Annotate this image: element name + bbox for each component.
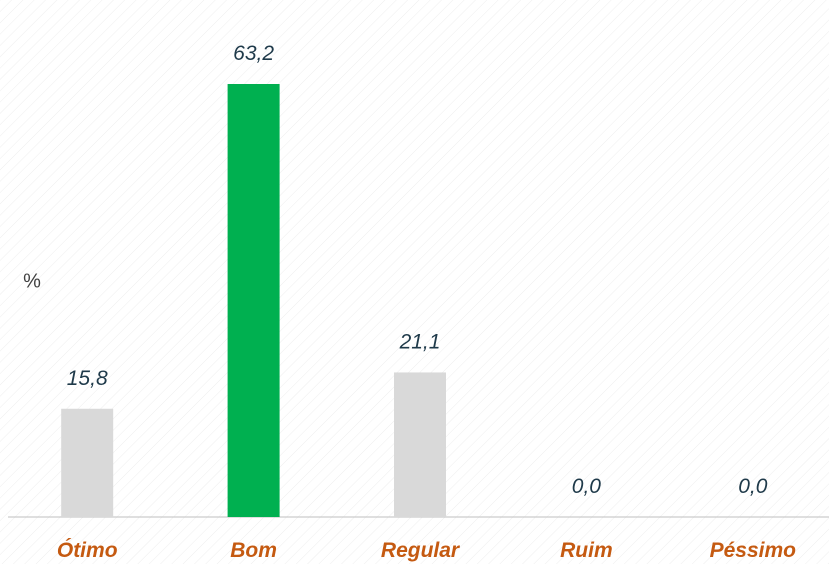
x-tick-label: Regular xyxy=(381,539,461,562)
value-label: 0,0 xyxy=(572,475,602,498)
bar xyxy=(227,84,280,517)
x-tick-label: Ótimo xyxy=(57,538,118,562)
bar xyxy=(61,408,114,517)
value-label: 63,2 xyxy=(233,42,274,65)
x-tick-label: Ruim xyxy=(560,539,613,562)
y-axis-label: % xyxy=(23,270,41,292)
x-tick-label: Péssimo xyxy=(710,539,797,562)
x-tick-label: Bom xyxy=(230,539,277,562)
bar xyxy=(394,372,446,517)
value-label: 0,0 xyxy=(738,475,768,498)
value-label: 21,1 xyxy=(399,330,441,353)
value-label: 15,8 xyxy=(67,367,108,390)
